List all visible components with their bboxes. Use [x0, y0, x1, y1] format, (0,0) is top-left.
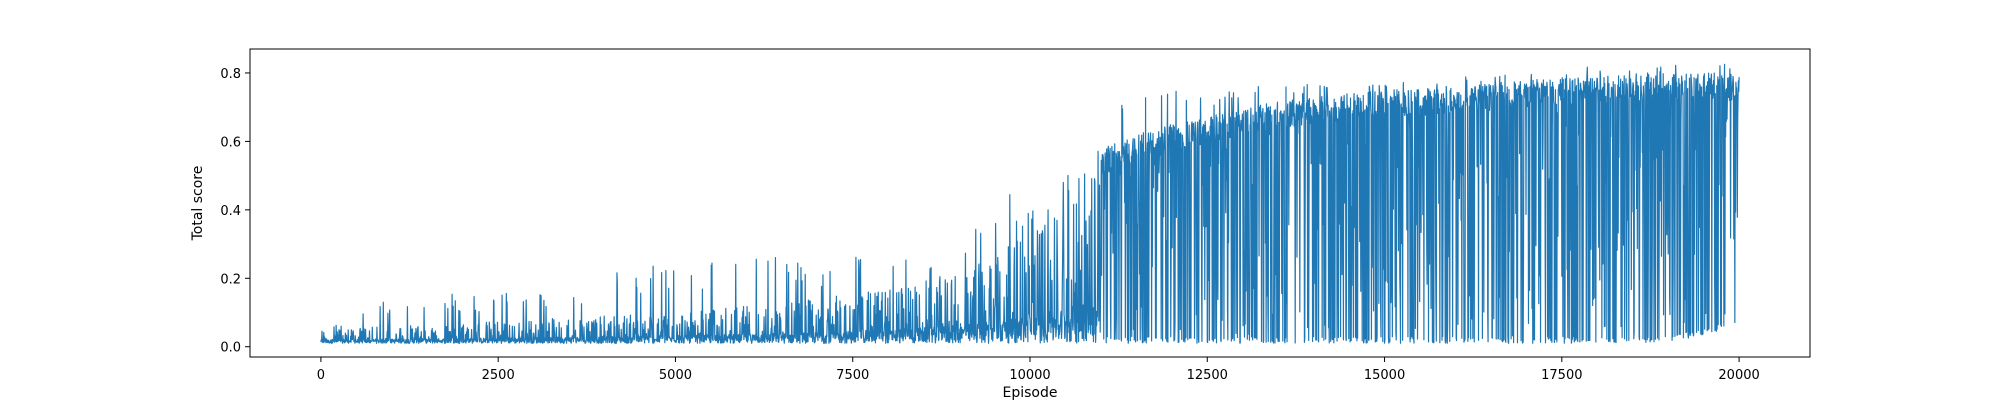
y-tick-label: 0.6	[220, 135, 241, 150]
x-tick-label: 12500	[1187, 368, 1228, 383]
y-tick-label: 0.2	[220, 272, 241, 287]
y-tick-label: 0.0	[220, 341, 241, 356]
series-line-total-score	[320, 63, 1740, 344]
y-tick-label: 0.8	[220, 67, 241, 82]
y-tick-label: 0.4	[220, 204, 241, 219]
x-tick-label: 2500	[482, 368, 515, 383]
x-tick-label: 0	[317, 368, 325, 383]
x-tick-label: 17500	[1541, 368, 1582, 383]
x-axis-label: Episode	[1003, 385, 1058, 400]
x-tick-label: 5000	[659, 368, 692, 383]
x-tick-label: 7500	[836, 368, 869, 383]
y-axis-label: Total score	[190, 166, 206, 242]
x-axis: 0 2500 5000 7500 10000 12500 15000 17500 20000	[317, 357, 1760, 383]
x-tick-label: 10000	[1009, 368, 1050, 383]
x-tick-label: 15000	[1364, 368, 1405, 383]
y-axis: 0.0 0.2 0.4 0.6 0.8	[220, 67, 250, 356]
plot-area	[320, 63, 1740, 344]
x-tick-label: 20000	[1718, 368, 1759, 383]
